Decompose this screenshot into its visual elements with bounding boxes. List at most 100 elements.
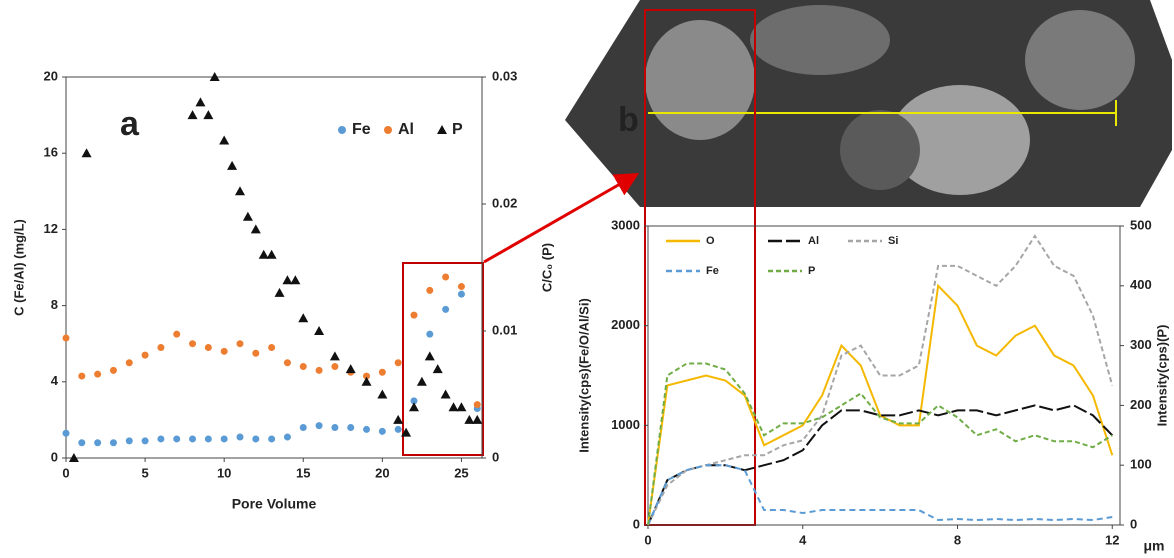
point <box>94 439 102 447</box>
point <box>187 110 198 120</box>
legend-marker <box>437 125 447 134</box>
point <box>440 389 451 399</box>
y-tick-label: 16 <box>44 145 58 160</box>
x-axis-label: μm <box>1143 538 1164 554</box>
y-tick-label: 0 <box>633 516 640 531</box>
x-tick-label: 4 <box>799 532 807 547</box>
y-tick-label: 2000 <box>611 317 640 332</box>
point <box>68 453 79 462</box>
point <box>204 344 212 352</box>
point <box>236 340 244 348</box>
point <box>299 424 307 432</box>
y2-tick-label: 400 <box>1130 277 1152 292</box>
point <box>457 283 465 291</box>
point <box>401 427 412 437</box>
point <box>363 425 371 433</box>
x-tick-label: 15 <box>296 465 310 480</box>
point <box>268 344 276 352</box>
legend-label: O <box>706 235 715 247</box>
point <box>329 351 340 361</box>
x-tick-label: 10 <box>217 465 231 480</box>
point <box>173 435 181 443</box>
point <box>394 425 402 433</box>
point <box>220 435 228 443</box>
x-tick-label: 12 <box>1105 532 1119 547</box>
panel-label: a <box>120 105 140 143</box>
point <box>473 401 481 409</box>
y-tick-label: 8 <box>51 297 58 312</box>
point <box>78 372 86 380</box>
point <box>432 364 443 374</box>
point <box>410 311 418 319</box>
point <box>62 334 70 342</box>
point <box>157 344 165 352</box>
point <box>361 376 372 386</box>
y-tick-label: 0 <box>51 449 58 464</box>
legend-label: Al <box>398 121 414 138</box>
x-tick-label: 8 <box>954 532 961 547</box>
y-tick-label: 3000 <box>611 217 640 232</box>
point <box>81 148 92 158</box>
point <box>472 414 483 424</box>
point <box>426 330 434 338</box>
point <box>456 402 467 412</box>
point <box>141 437 149 445</box>
legend-label: P <box>452 121 463 138</box>
point <box>157 435 165 443</box>
point <box>448 402 459 412</box>
point <box>258 249 269 259</box>
y2-tick-label: 500 <box>1130 217 1152 232</box>
y2-tick-label: 300 <box>1130 337 1152 352</box>
highlight-box <box>402 262 484 456</box>
line <box>647 404 1113 526</box>
plot-frame <box>65 76 483 459</box>
point <box>109 439 117 447</box>
point <box>426 286 434 294</box>
y-tick-label: 20 <box>44 68 58 83</box>
point <box>109 366 117 374</box>
y-axis-label: Intensity(cps)(Fe/O/Al/Si) <box>576 298 591 453</box>
y2-axis-label: Intensity(cps)(P) <box>1154 325 1169 427</box>
legend-label: Al <box>808 235 819 247</box>
legend-marker <box>384 126 392 134</box>
point <box>62 429 70 437</box>
point <box>283 359 291 367</box>
point <box>410 397 418 405</box>
y2-tick-label: 0.01 <box>492 322 517 337</box>
point <box>94 370 102 378</box>
y-tick-label: 12 <box>44 221 58 236</box>
point <box>314 326 325 335</box>
point <box>298 313 309 323</box>
legend-label: Fe <box>352 121 371 138</box>
x-tick-label: 0 <box>62 465 69 480</box>
point <box>299 363 307 371</box>
point <box>189 435 197 443</box>
line <box>647 362 1113 526</box>
point <box>268 435 276 443</box>
point <box>125 437 133 445</box>
legend-marker <box>338 126 346 134</box>
point <box>220 347 228 355</box>
point <box>331 424 339 432</box>
point <box>378 368 386 376</box>
panel-label: b <box>618 101 639 139</box>
y2-tick-label: 100 <box>1130 457 1152 472</box>
point <box>242 211 253 221</box>
point <box>204 435 212 443</box>
point <box>363 372 371 380</box>
point <box>219 135 230 145</box>
y2-tick-label: 0.03 <box>492 68 517 83</box>
arrow <box>483 173 640 264</box>
x-tick-label: 25 <box>454 465 468 480</box>
point <box>378 427 386 435</box>
point <box>234 186 245 196</box>
line <box>647 464 1113 526</box>
plot-frame <box>647 225 1121 526</box>
point <box>203 110 214 120</box>
line <box>647 234 1114 526</box>
sem-image <box>565 0 1172 207</box>
point <box>416 376 427 386</box>
point <box>209 72 220 81</box>
y-tick-label: 1000 <box>611 417 640 432</box>
